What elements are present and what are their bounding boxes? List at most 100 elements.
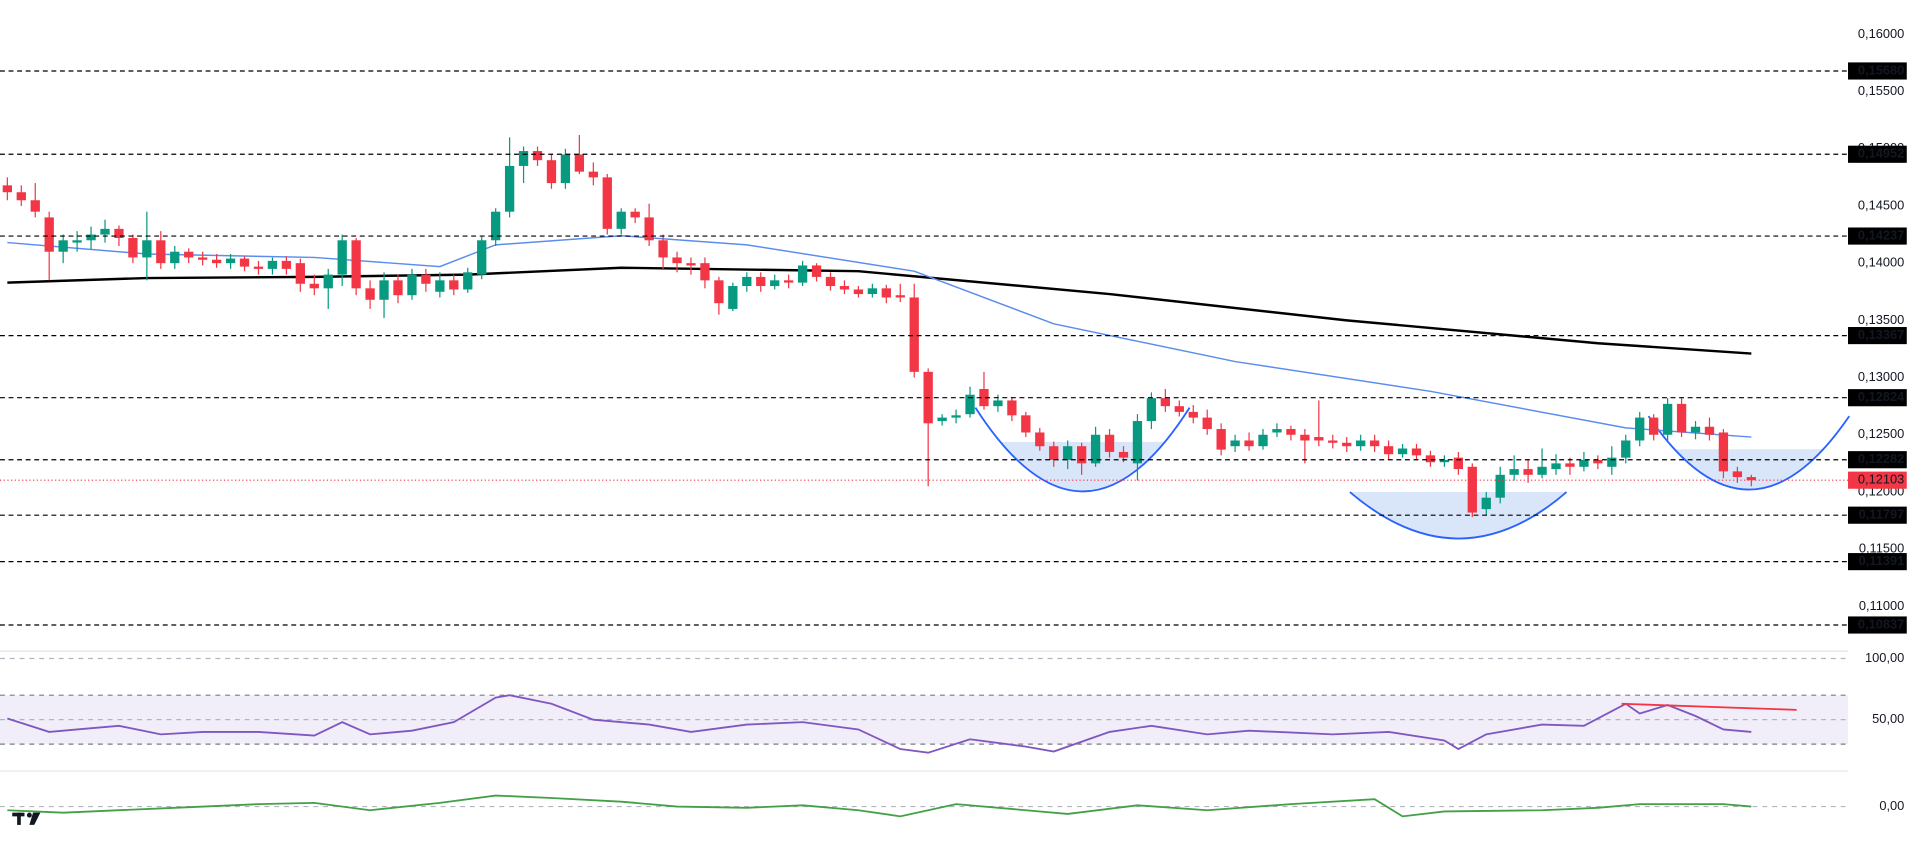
candle-body [198,257,208,260]
candle-body [1397,448,1408,455]
level-label-box [1848,145,1907,163]
candle-body [756,276,766,287]
candle-body [532,151,543,161]
candle-body [1607,457,1617,467]
candle-body [728,286,738,309]
candle-body [1174,406,1184,412]
candle-body [518,151,529,166]
candle-body [1090,434,1101,464]
y-tick-label: 0,13000 [1858,369,1904,384]
candle-body [1676,403,1687,433]
candle-body [644,217,654,241]
level-label: 0,12282 [1858,451,1904,466]
candle-body [491,211,501,241]
candle-body [770,280,780,287]
candle-body [1216,429,1226,450]
y-tick-label: 0,11500 [1859,541,1904,556]
candle-body [1565,463,1575,467]
candle-body [253,266,264,269]
candle-body [281,260,292,269]
candle-body [1188,411,1198,418]
candle-body [560,154,571,184]
candle-body [965,394,975,415]
candle-body [1314,437,1324,441]
y-tick-label: 0,14500 [1858,197,1904,212]
candle-body [825,276,836,287]
candle-body [1202,417,1212,430]
candle-body [1230,440,1240,447]
y-tick-label: 0,16000 [1858,26,1904,41]
candle-body [1328,440,1338,443]
candle-body [1704,426,1715,435]
candle-body [546,160,557,184]
candle-body [1593,459,1603,464]
candle-body [128,237,138,258]
candle-body [16,192,26,201]
candle-body [323,274,333,289]
last-price-label: 0,12103 [1858,472,1904,487]
candle-body [1369,440,1380,447]
candle-body [463,272,473,290]
candle-body [1467,466,1477,513]
candle-body [672,257,682,264]
candle-body [1132,421,1143,464]
candle-body [421,274,431,284]
y-tick-label: 0,13500 [1858,312,1904,327]
candle-body [630,211,640,218]
level-label-box [1848,616,1907,634]
candle-body [449,280,459,290]
level-label: 0,11797 [1859,507,1905,522]
level-label-box [1848,553,1907,571]
candle-body [853,289,864,295]
y-tick-label: 50,00 [1872,711,1904,726]
candle-body [658,240,668,258]
candle-body [839,286,850,290]
candle-body [114,228,124,238]
candle-body [156,240,166,264]
candle-body [951,415,961,418]
level-label: 0,13367 [1858,327,1904,342]
candle-body [574,154,585,172]
level-label-box [1848,506,1907,524]
candle-body [686,263,696,266]
candle-body [1244,440,1254,447]
level-label-box [1848,62,1907,80]
candle-body [1007,400,1017,416]
moving-average [7,234,1752,438]
candle-body [1272,429,1282,433]
candle-body [700,263,710,281]
rsi-line [7,694,1752,754]
y-tick-label: 0,14000 [1858,255,1904,270]
level-label-box [1848,227,1907,245]
candle-body [393,280,403,296]
candle-body [993,400,1003,407]
candle-body [1035,432,1045,447]
candle-body [1453,457,1463,470]
candle-body [1649,417,1659,435]
candle-body [1049,446,1059,460]
y-tick-label: 0,00 [1879,798,1904,813]
candle-body [435,280,445,292]
candle-body [504,165,515,212]
candle-body [1258,434,1268,447]
candle-body [783,280,794,283]
candle-body [1523,469,1533,475]
candle-body [1356,440,1366,447]
candle-body [225,258,236,264]
logo [12,812,41,825]
candle-body [1635,417,1645,441]
candle-body [295,263,305,284]
last-price-box [1848,471,1907,489]
candle-body [742,276,752,287]
candle-body [2,185,12,193]
y-tick-label: 100,00 [1865,650,1904,665]
candle-body [100,228,110,235]
candle-body [1383,446,1394,455]
candle-body [477,240,487,275]
candle-body [588,171,598,178]
y-tick-label: 0,11000 [1859,598,1904,613]
candle-body [72,240,82,243]
candle-body [1118,451,1129,458]
y-tick-label: 0,12500 [1858,426,1904,441]
candle-body [1342,442,1352,447]
